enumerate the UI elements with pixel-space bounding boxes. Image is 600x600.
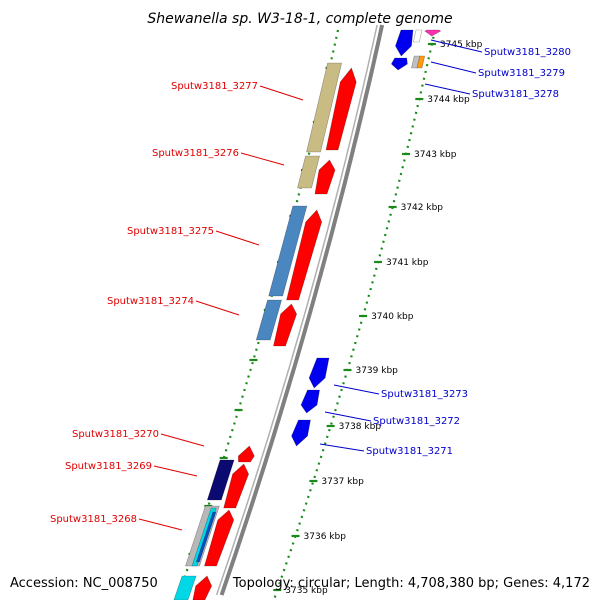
forward-gene-arrow-3276: [314, 159, 336, 195]
forward-gene-label: Sputw3181_3276: [152, 148, 239, 159]
forward-gene-arrow-3277: [325, 67, 357, 151]
forward-label-leader: [138, 518, 183, 531]
cog-block-3276: [297, 155, 320, 189]
scale-tick-label: 3738 kbp: [339, 422, 382, 432]
scale-tick-label: 3737 kbp: [321, 477, 364, 487]
scale-tick-label: 3741 kbp: [386, 258, 429, 268]
forward-gene-label: Sputw3181_3274: [107, 296, 194, 307]
cog-block-3277: [306, 62, 342, 153]
forward-label-leader: [240, 152, 285, 166]
forward-gene-arrow-3270: [238, 445, 255, 463]
scale-tick-label: 3742 kbp: [401, 203, 444, 213]
reverse-label-leader: [430, 39, 483, 53]
reverse-gene-arrow-3280: [395, 29, 414, 57]
forward-label-leader: [153, 465, 198, 477]
scale-tick-label: 3740 kbp: [371, 312, 414, 322]
label-layer: 3745 kbp 3744 kbp 3743 kbp 3742 kbp 3741 kbp…: [50, 39, 571, 596]
reverse-gene-arrow-3271: [291, 419, 311, 447]
reverse-label-leader: [324, 411, 372, 422]
reverse-label-leader: [424, 83, 471, 95]
reverse-gene-label: Sputw3181_3272: [373, 416, 460, 427]
forward-label-leader: [259, 85, 304, 101]
forward-gene-label: Sputw3181_3269: [65, 461, 152, 472]
forward-gene-label: Sputw3181_3268: [50, 514, 137, 525]
map-title: Shewanella sp. W3-18-1, complete genome: [147, 11, 452, 27]
genome-summary-text: Topology: circular; Length: 4,708,380 bp…: [232, 576, 590, 591]
reverse-gene-label: Sputw3181_3280: [484, 47, 571, 58]
forward-label-leader: [215, 230, 260, 246]
cog-block-top-white: [412, 29, 423, 43]
backbone-inner: [215, 24, 378, 596]
scale-tick-label: 3736 kbp: [304, 532, 347, 542]
cog-block-edge: [173, 575, 197, 600]
gene-layer: [173, 29, 442, 600]
reverse-gene-label: Sputw3181_3278: [472, 89, 559, 100]
forward-gene-label: Sputw3181_3275: [127, 226, 214, 237]
reverse-gene-arrow-3273: [308, 357, 330, 389]
cog-block-3268-blue: [195, 511, 217, 563]
scale-tick-label: 3739 kbp: [355, 366, 398, 376]
forward-gene-arrow-3275: [286, 209, 323, 301]
scale-tick-label: 3744 kbp: [427, 95, 470, 105]
forward-gene-arrow-3269: [223, 463, 249, 509]
scale-tick-label: 3735 kbp: [285, 586, 328, 596]
forward-gene-label: Sputw3181_3277: [171, 81, 258, 92]
forward-gene-arrow-3274: [273, 303, 297, 347]
forward-gene-arrow-edge: [192, 575, 213, 600]
reverse-label-leader: [319, 443, 365, 452]
forward-gene-arrow-3268: [204, 509, 235, 567]
reverse-gene-arrow-3279: [391, 57, 408, 71]
reverse-label-leader: [430, 61, 477, 74]
reverse-gene-arrow-magenta: [424, 29, 442, 37]
cog-block-3275: [268, 205, 308, 297]
cog-block-3274: [255, 299, 282, 341]
reverse-gene-label: Sputw3181_3273: [381, 389, 468, 400]
forward-label-leader: [160, 433, 205, 447]
reverse-gene-label: Sputw3181_3279: [478, 68, 565, 79]
reverse-label-leader: [333, 384, 380, 395]
cog-block-3279-orange: [416, 55, 426, 69]
reverse-gene-label: Sputw3181_3271: [366, 446, 453, 457]
backbone-outer: [219, 24, 385, 596]
scale-tick-label: 3743 kbp: [414, 150, 457, 160]
reverse-gene-arrow-3272: [300, 389, 320, 414]
cog-block-3269: [206, 459, 235, 501]
forward-gene-label: Sputw3181_3270: [72, 429, 159, 440]
accession-text: Accession: NC_008750: [10, 576, 158, 591]
dotted-track-outer: [175, 29, 340, 600]
forward-label-leader: [195, 300, 240, 316]
scale-tick-label: 3745 kbp: [440, 40, 483, 50]
